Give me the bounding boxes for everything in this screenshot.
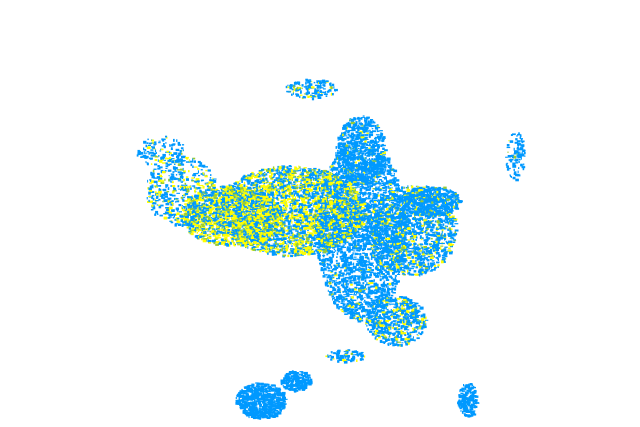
echo-cluster xyxy=(285,78,338,101)
echo-cluster xyxy=(335,115,388,187)
echo-cluster xyxy=(365,296,429,347)
echo-cluster xyxy=(505,132,526,182)
echo-cluster xyxy=(136,135,185,166)
echo-cluster xyxy=(180,185,284,247)
echo-cluster xyxy=(325,349,366,364)
echo-cluster xyxy=(235,382,288,420)
echo-cluster xyxy=(400,185,463,218)
echo-cluster xyxy=(457,383,480,418)
echo-cluster xyxy=(146,155,218,227)
echo-cells xyxy=(136,78,526,420)
echo-cluster xyxy=(280,370,313,393)
